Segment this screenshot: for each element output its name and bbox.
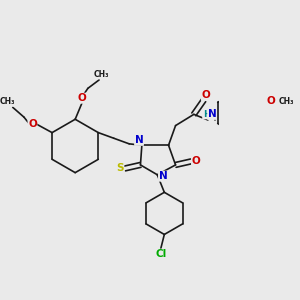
- Text: O: O: [267, 96, 275, 106]
- Text: S: S: [116, 164, 124, 173]
- Text: Cl: Cl: [155, 249, 166, 259]
- Text: N: N: [208, 110, 217, 119]
- Text: O: O: [191, 156, 200, 167]
- Text: O: O: [78, 93, 87, 103]
- Text: CH₃: CH₃: [0, 97, 15, 106]
- Text: H: H: [202, 110, 210, 119]
- Text: N: N: [135, 135, 143, 145]
- Text: O: O: [201, 90, 210, 100]
- Text: N: N: [158, 171, 167, 181]
- Text: O: O: [28, 119, 37, 129]
- Text: CH₃: CH₃: [279, 97, 294, 106]
- Text: CH₃: CH₃: [93, 70, 109, 79]
